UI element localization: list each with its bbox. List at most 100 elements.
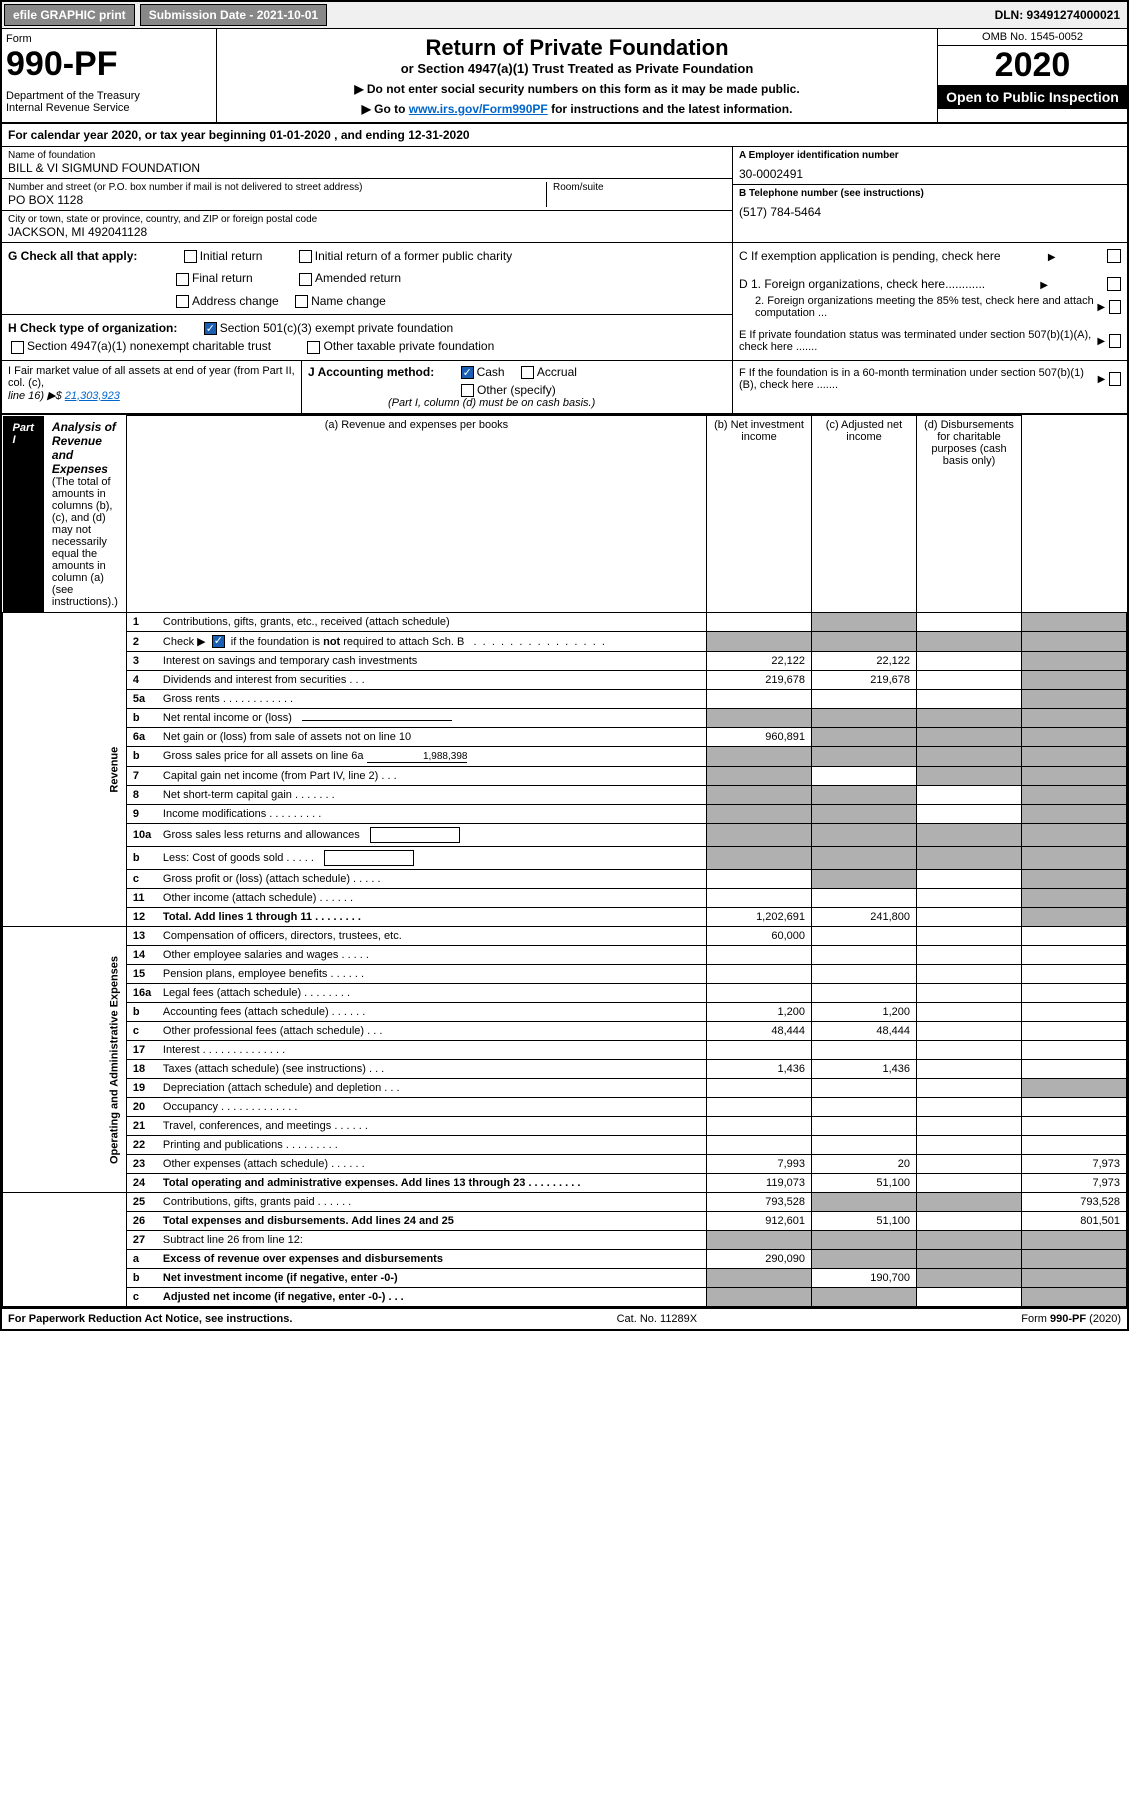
top-bar: efile GRAPHIC print Submission Date - 20…: [2, 2, 1127, 29]
address: PO BOX 1128: [8, 193, 546, 207]
line-num: 26: [133, 1215, 163, 1227]
accrual-checkbox[interactable]: [521, 366, 534, 379]
line-desc: Compensation of officers, directors, tru…: [163, 930, 402, 942]
line-desc: Income modifications . . . . . . . . .: [163, 808, 321, 820]
arrow-icon: [1098, 373, 1106, 385]
addr-change-checkbox[interactable]: [176, 295, 189, 308]
line-desc: Net gain or (loss) from sale of assets n…: [163, 731, 411, 743]
line-desc: Travel, conferences, and meetings . . . …: [163, 1120, 368, 1132]
form-label: Form: [6, 33, 212, 45]
line-desc: Interest . . . . . . . . . . . . . .: [163, 1044, 285, 1056]
form-ref-num: 990-PF: [1050, 1313, 1086, 1325]
e-checkbox[interactable]: [1109, 334, 1121, 348]
line-desc: Less: Cost of goods sold . . . . .: [163, 852, 314, 864]
dept-label: Department of the Treasury Internal Reve…: [6, 90, 212, 114]
irs-link[interactable]: www.irs.gov/Form990PF: [409, 102, 548, 116]
amt-cell: 22,122: [812, 652, 917, 671]
line-desc: Subtract line 26 from line 12:: [163, 1234, 303, 1246]
ein-value: 30-0002491: [739, 167, 1121, 181]
fmv-value[interactable]: 21,303,923: [65, 390, 120, 402]
other-method-checkbox[interactable]: [461, 384, 474, 397]
form-number: 990-PF: [6, 45, 212, 84]
part1-note: (The total of amounts in columns (b), (c…: [52, 476, 118, 608]
amt-cell: 1,436: [707, 1060, 812, 1079]
amt-cell: 22,122: [707, 652, 812, 671]
s501-checkbox[interactable]: [204, 322, 217, 335]
form-subtitle: or Section 4947(a)(1) Trust Treated as P…: [223, 61, 931, 76]
final-return-checkbox[interactable]: [176, 273, 189, 286]
amt-cell: 1,202,691: [707, 908, 812, 927]
line-desc: Excess of revenue over expenses and disb…: [163, 1253, 443, 1265]
e-label: E If private foundation status was termi…: [739, 329, 1097, 353]
name-change-lbl: Name change: [311, 294, 386, 308]
amt-cell: 241,800: [812, 908, 917, 927]
line-desc: Total. Add lines 1 through 11 . . . . . …: [163, 911, 361, 923]
amended-lbl: Amended return: [315, 271, 401, 285]
amt-cell: 7,973: [1022, 1155, 1127, 1174]
amt-cell: 290,090: [707, 1250, 812, 1269]
line-desc: Net short-term capital gain . . . . . . …: [163, 789, 335, 801]
arrow-icon: [1097, 301, 1105, 313]
d1-checkbox[interactable]: [1107, 277, 1121, 291]
amt-cell: 801,501: [1022, 1212, 1127, 1231]
tel-label: B Telephone number (see instructions): [739, 188, 1121, 199]
form-ref-yr: 2020: [1093, 1313, 1117, 1325]
initial-former-checkbox[interactable]: [299, 250, 312, 263]
col-a-header: (a) Revenue and expenses per books: [126, 416, 706, 613]
line-num: b: [133, 852, 163, 864]
line-num: 18: [133, 1063, 163, 1075]
initial-return-checkbox[interactable]: [184, 250, 197, 263]
line-num: 23: [133, 1158, 163, 1170]
other-tax-lbl: Other taxable private foundation: [323, 339, 494, 353]
line-num: 10a: [133, 829, 163, 841]
line-num: c: [133, 873, 163, 885]
line-desc: Gross profit or (loss) (attach schedule)…: [163, 873, 381, 885]
line-desc: Adjusted net income (if negative, enter …: [163, 1291, 404, 1303]
f-checkbox[interactable]: [1109, 372, 1121, 386]
line-num: 17: [133, 1044, 163, 1056]
schb-checkbox[interactable]: [212, 635, 225, 648]
addr-label: Number and street (or P.O. box number if…: [8, 182, 546, 193]
line-desc: Accounting fees (attach schedule) . . . …: [163, 1006, 365, 1018]
amt-cell: 20: [812, 1155, 917, 1174]
revenue-sidebar: Revenue: [3, 612, 127, 927]
col-b-header: (b) Net investment income: [707, 416, 812, 613]
inst2-post: for instructions and the latest informat…: [548, 102, 793, 116]
line-num: 22: [133, 1139, 163, 1151]
h-label: H Check type of organization:: [8, 321, 177, 335]
amt-cell: 1,200: [812, 1003, 917, 1022]
line-num: 9: [133, 808, 163, 820]
line-desc: Printing and publications . . . . . . . …: [163, 1139, 338, 1151]
name-change-checkbox[interactable]: [295, 295, 308, 308]
amt-cell: 48,444: [812, 1022, 917, 1041]
line-desc: Other expenses (attach schedule) . . . .…: [163, 1158, 365, 1170]
tel-value: (517) 784-5464: [739, 205, 1121, 219]
amt-cell: 1,200: [707, 1003, 812, 1022]
amt-cell: 960,891: [707, 728, 812, 747]
part1-table: Part I Analysis of Revenue and Expenses …: [2, 415, 1127, 1307]
line-desc: Net rental income or (loss): [163, 712, 292, 724]
col-c-header: (c) Adjusted net income: [812, 416, 917, 613]
amended-checkbox[interactable]: [299, 273, 312, 286]
d2-label: 2. Foreign organizations meeting the 85%…: [739, 295, 1097, 319]
line-desc: Contributions, gifts, grants paid . . . …: [163, 1196, 351, 1208]
efile-button[interactable]: efile GRAPHIC print: [4, 4, 135, 26]
line-desc: Total expenses and disbursements. Add li…: [163, 1215, 454, 1227]
amt-cell: 912,601: [707, 1212, 812, 1231]
city-value: JACKSON, MI 492041128: [8, 225, 726, 239]
arrow-icon: [1048, 249, 1056, 263]
cash-checkbox[interactable]: [461, 366, 474, 379]
line-num: b: [133, 1006, 163, 1018]
s4947-checkbox[interactable]: [11, 341, 24, 354]
other-tax-checkbox[interactable]: [307, 341, 320, 354]
name-label: Name of foundation: [8, 150, 726, 161]
line-desc: Dividends and interest from securities .…: [163, 674, 365, 686]
d2-checkbox[interactable]: [1109, 300, 1121, 314]
c-checkbox[interactable]: [1107, 249, 1121, 263]
line-num: 6a: [133, 731, 163, 743]
amt-cell: 60,000: [707, 927, 812, 946]
line-desc: Interest on savings and temporary cash i…: [163, 655, 417, 667]
line-desc: Gross rents . . . . . . . . . . . .: [163, 693, 293, 705]
amt-cell: 190,700: [812, 1269, 917, 1288]
accrual-lbl: Accrual: [537, 365, 577, 379]
